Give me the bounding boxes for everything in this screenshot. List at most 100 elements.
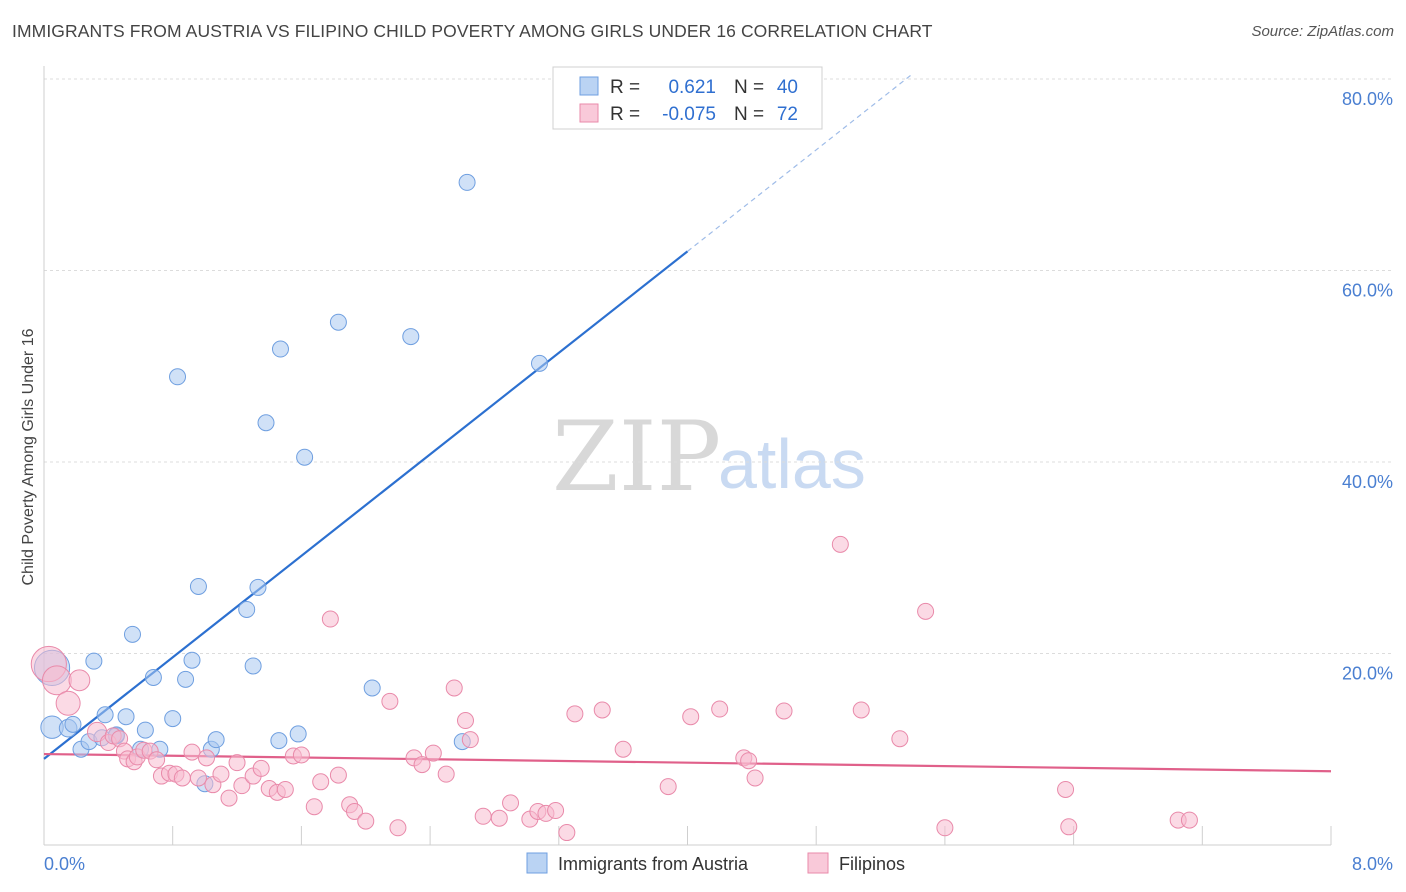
legend-swatch-austria <box>579 76 599 96</box>
point-filipinos <box>593 701 611 719</box>
point-austria <box>207 731 225 749</box>
point-austria <box>530 354 548 372</box>
point-filipinos <box>474 807 492 825</box>
point-filipinos <box>55 690 81 716</box>
point-filipinos <box>68 669 91 692</box>
trend-extension-austria <box>687 73 914 252</box>
point-filipinos <box>357 812 375 830</box>
point-filipinos <box>381 692 399 710</box>
trend-line-filipinos <box>43 752 1332 773</box>
legend-swatch-filipinos <box>579 103 599 123</box>
point-filipinos <box>831 535 849 553</box>
point-austria <box>257 414 275 432</box>
point-filipinos <box>329 766 347 784</box>
series-legend-swatch-austria <box>526 852 548 874</box>
legend-r-label: R = <box>610 104 640 125</box>
point-filipinos <box>276 780 294 798</box>
point-austria <box>169 368 187 386</box>
series-legend-label-austria: Immigrants from Austria <box>558 854 749 874</box>
gridlines <box>44 78 1392 654</box>
series-legend-label-filipinos: Filipinos <box>839 854 905 874</box>
point-filipinos <box>183 743 201 761</box>
point-filipinos <box>212 765 230 783</box>
point-austria <box>164 710 182 728</box>
point-filipinos <box>445 679 463 697</box>
point-filipinos <box>173 769 191 787</box>
watermark-atlas: atlas <box>718 425 866 503</box>
point-filipinos <box>312 773 330 791</box>
point-filipinos <box>233 777 251 795</box>
point-austria <box>144 668 162 686</box>
point-filipinos <box>891 730 909 748</box>
source-label: Source: ZipAtlas.com <box>1251 23 1394 40</box>
point-austria <box>249 578 267 596</box>
point-filipinos <box>305 798 323 816</box>
legend-r-label: R = <box>610 77 640 98</box>
chart-title: IMMIGRANTS FROM AUSTRIA VS FILIPINO CHIL… <box>12 21 933 41</box>
point-austria <box>183 651 201 669</box>
point-filipinos <box>1057 780 1075 798</box>
data-points <box>30 173 1198 842</box>
point-filipinos <box>566 705 584 723</box>
point-austria <box>136 721 154 739</box>
point-austria <box>270 732 288 750</box>
x-tick-label: 8.0% <box>1352 854 1393 874</box>
y-tick-label: 80.0% <box>1342 89 1393 109</box>
point-filipinos <box>711 700 729 718</box>
point-filipinos <box>252 759 270 777</box>
point-filipinos <box>740 752 758 770</box>
point-filipinos <box>437 765 455 783</box>
x-tick-label: 0.0% <box>44 854 85 874</box>
legend-n-label: N = <box>734 77 764 98</box>
stats-legend: R = 0.621 N = 40 R = -0.075 N = 72 <box>552 66 823 130</box>
point-filipinos <box>746 769 764 787</box>
point-filipinos <box>614 740 632 758</box>
point-filipinos <box>490 809 508 827</box>
tick-labels: 20.0% 40.0% 60.0% 80.0% 0.0% 8.0% <box>44 89 1393 874</box>
point-filipinos <box>917 602 935 620</box>
point-filipinos <box>1180 811 1198 829</box>
legend-n-label: N = <box>734 104 764 125</box>
point-austria <box>64 715 82 733</box>
point-filipinos <box>345 802 363 820</box>
series-legend: Immigrants from Austria Filipinos <box>526 852 905 874</box>
point-filipinos <box>547 802 565 820</box>
watermark-zip: ZIP <box>552 401 721 513</box>
point-austria <box>296 448 314 466</box>
point-austria <box>123 625 141 643</box>
y-tick-label: 60.0% <box>1342 281 1393 301</box>
y-tick-label: 40.0% <box>1342 472 1393 492</box>
point-filipinos <box>461 731 479 749</box>
point-austria <box>238 600 256 618</box>
point-austria <box>271 340 289 358</box>
point-filipinos <box>682 708 700 726</box>
point-filipinos <box>197 749 215 767</box>
point-filipinos <box>456 712 474 730</box>
legend-n-value-austria: 40 <box>777 77 798 98</box>
point-austria <box>329 313 347 331</box>
point-filipinos <box>189 769 207 787</box>
point-filipinos <box>1060 818 1078 836</box>
point-filipinos <box>41 665 72 696</box>
point-austria <box>96 706 114 724</box>
point-austria <box>117 708 135 726</box>
point-austria <box>177 670 195 688</box>
y-tick-label: 20.0% <box>1342 664 1393 684</box>
point-austria <box>85 652 103 670</box>
point-austria <box>363 679 381 697</box>
y-axis-label: Child Poverty Among Girls Under 16 <box>20 328 37 585</box>
point-austria <box>189 577 207 595</box>
legend-n-value-filipinos: 72 <box>777 104 798 125</box>
series-legend-swatch-filipinos <box>807 852 829 874</box>
point-filipinos <box>389 819 407 837</box>
point-filipinos <box>936 819 954 837</box>
point-austria <box>289 725 307 743</box>
point-filipinos <box>220 789 238 807</box>
point-filipinos <box>659 778 677 796</box>
point-austria <box>244 657 262 675</box>
point-filipinos <box>413 756 431 774</box>
point-filipinos <box>852 701 870 719</box>
point-filipinos <box>292 746 310 764</box>
point-filipinos <box>502 794 520 812</box>
